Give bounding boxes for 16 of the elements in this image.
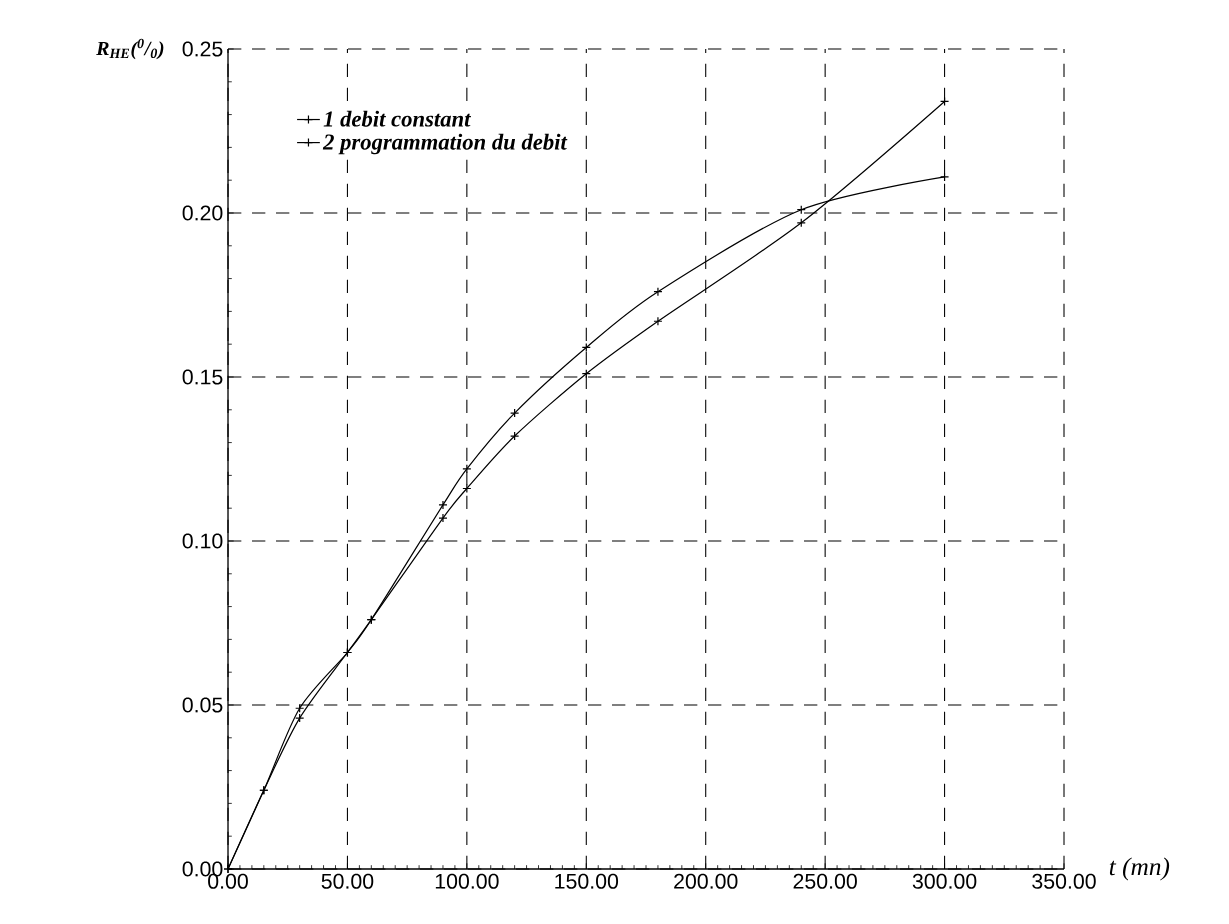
x-tick-label: 200.00 [674, 873, 738, 889]
x-tick-label: 300.00 [912, 873, 977, 889]
x-tick-label: 100.00 [435, 873, 499, 889]
y-tick-label: 0.25 [182, 41, 223, 57]
x-tick-label: 350.00 [1032, 873, 1096, 889]
x-axis-title: t (mn) [1109, 857, 1170, 881]
y-tick-label: 0.20 [182, 205, 223, 221]
y-tick-label: 0.15 [182, 369, 223, 385]
x-tick-label: 50.00 [321, 873, 374, 889]
x-tick-label: 150.00 [555, 873, 619, 889]
y-tick-label: 0.10 [182, 533, 223, 549]
legend-label: 1 debit constant [323, 110, 471, 127]
x-tick-label: 250.00 [793, 873, 857, 889]
y-tick-label: 0.05 [182, 697, 223, 713]
y-axis-title: R$_{HE}$($^{0}$/$_{0}$) [96, 38, 164, 60]
legend-label: 2 programmation du debit [322, 133, 568, 155]
